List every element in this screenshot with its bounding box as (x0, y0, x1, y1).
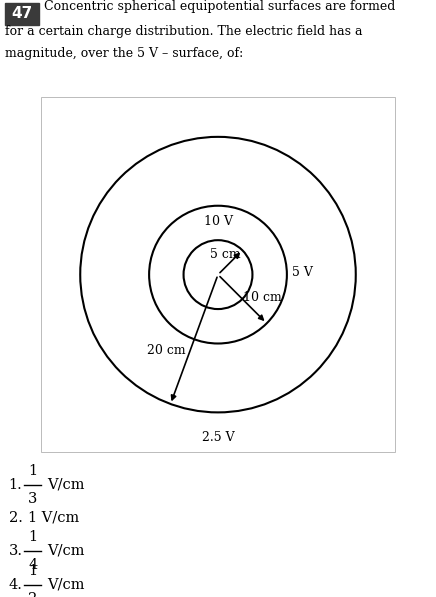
Text: 1.: 1. (9, 478, 23, 492)
Text: V/cm: V/cm (47, 544, 85, 558)
Text: 1 V/cm: 1 V/cm (28, 511, 80, 525)
Text: 3.: 3. (9, 544, 23, 558)
Text: 1: 1 (28, 464, 37, 478)
Text: 2: 2 (28, 592, 37, 597)
Text: Concentric spherical equipotential surfaces are formed: Concentric spherical equipotential surfa… (44, 1, 395, 14)
Text: 1: 1 (28, 530, 37, 544)
Text: 4.: 4. (9, 578, 23, 592)
Text: 4: 4 (28, 558, 37, 572)
Text: 5 V: 5 V (292, 266, 313, 279)
Text: 20 cm: 20 cm (146, 344, 185, 357)
FancyBboxPatch shape (5, 3, 39, 25)
Text: 2.5 V: 2.5 V (202, 431, 234, 444)
Text: 1: 1 (28, 564, 37, 578)
Text: V/cm: V/cm (47, 578, 85, 592)
Text: 2.: 2. (9, 511, 23, 525)
Text: 10 V: 10 V (204, 215, 232, 227)
Text: for a certain charge distribution. The electric field has a: for a certain charge distribution. The e… (5, 25, 362, 38)
Text: 5 cm: 5 cm (211, 248, 241, 261)
Text: magnitude, over the 5 V – surface, of:: magnitude, over the 5 V – surface, of: (5, 47, 243, 60)
Text: V/cm: V/cm (47, 478, 85, 492)
Text: 10 cm: 10 cm (243, 291, 282, 303)
Text: 3: 3 (28, 492, 37, 506)
Text: 47: 47 (11, 7, 33, 21)
